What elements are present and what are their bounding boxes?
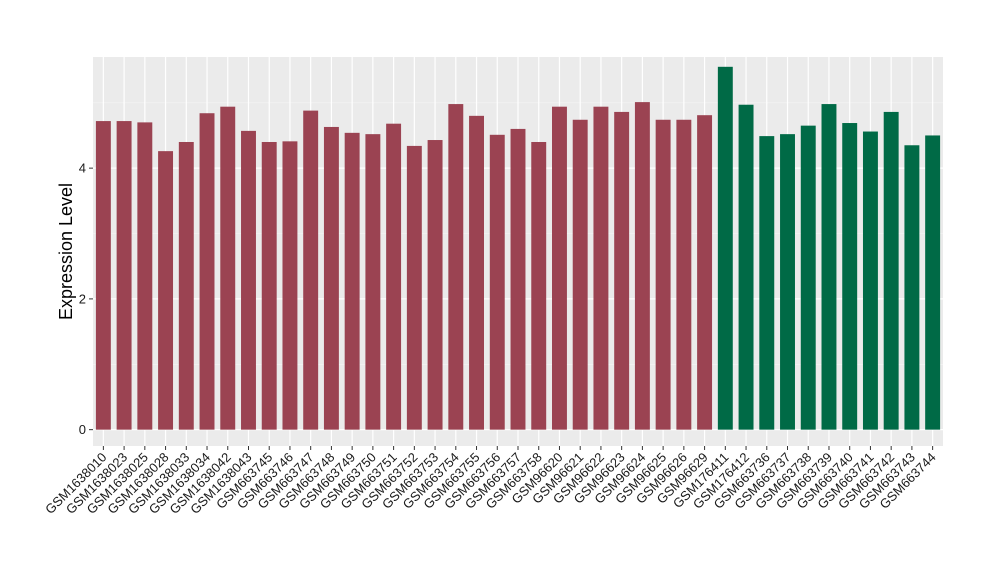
bar xyxy=(448,104,464,430)
bar xyxy=(365,134,381,430)
bar xyxy=(427,140,443,430)
bar xyxy=(780,134,795,430)
bar xyxy=(261,141,277,430)
bar xyxy=(406,145,422,430)
bar xyxy=(759,136,775,430)
bar xyxy=(323,126,339,430)
bar xyxy=(241,130,256,430)
bar xyxy=(697,115,713,430)
bar xyxy=(510,128,526,430)
bar xyxy=(655,119,671,430)
bar xyxy=(282,141,298,430)
bar xyxy=(925,135,941,430)
bar xyxy=(862,131,878,430)
bar xyxy=(572,119,588,430)
bar xyxy=(137,122,153,430)
y-tick-label: 0 xyxy=(79,422,86,437)
bar xyxy=(344,132,360,430)
bar xyxy=(469,115,484,430)
bar xyxy=(158,151,174,430)
y-axis-title: Expression Level xyxy=(56,183,76,320)
bar xyxy=(116,121,132,430)
bar xyxy=(904,145,920,430)
bars xyxy=(95,66,941,430)
bar xyxy=(178,141,194,430)
y-tick-label: 2 xyxy=(79,291,86,306)
bar xyxy=(95,121,111,430)
bar xyxy=(738,104,754,430)
bar xyxy=(821,104,837,430)
x-axis: GSM1638010GSM1638023GSM1638025GSM1638028… xyxy=(42,446,939,517)
bar xyxy=(199,113,215,430)
bar xyxy=(883,111,899,430)
bar xyxy=(800,125,816,430)
bar xyxy=(531,141,547,430)
bar xyxy=(614,111,630,430)
bar xyxy=(386,123,402,430)
bar xyxy=(552,106,567,430)
bar xyxy=(303,110,319,430)
bar xyxy=(634,102,650,430)
y-axis: 0 2 4 xyxy=(79,161,93,437)
bar xyxy=(220,106,236,430)
bar xyxy=(842,123,858,430)
bar xyxy=(593,106,609,430)
bar xyxy=(717,66,733,430)
bar xyxy=(676,119,692,430)
y-tick-label: 4 xyxy=(79,161,86,176)
bar xyxy=(489,134,505,430)
